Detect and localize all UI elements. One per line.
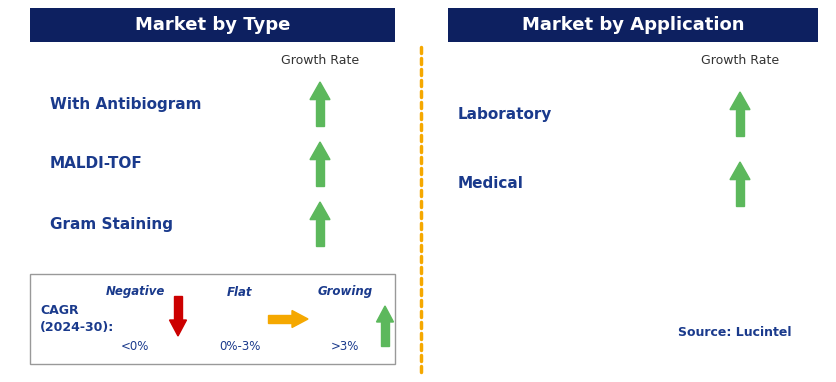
Text: Market by Application: Market by Application xyxy=(521,16,743,34)
Polygon shape xyxy=(315,220,324,246)
Polygon shape xyxy=(309,82,329,100)
Text: With Antibiogram: With Antibiogram xyxy=(50,97,201,112)
Text: Gram Staining: Gram Staining xyxy=(50,217,173,231)
Text: Market by Type: Market by Type xyxy=(135,16,290,34)
Polygon shape xyxy=(735,110,743,136)
Text: Growing: Growing xyxy=(317,285,372,298)
Polygon shape xyxy=(309,142,329,160)
Text: MALDI-TOF: MALDI-TOF xyxy=(50,157,143,172)
Polygon shape xyxy=(376,306,393,322)
Polygon shape xyxy=(729,92,749,110)
Text: Growth Rate: Growth Rate xyxy=(281,53,359,66)
FancyBboxPatch shape xyxy=(447,8,817,42)
Text: 0%-3%: 0%-3% xyxy=(219,340,260,353)
Polygon shape xyxy=(315,100,324,126)
FancyBboxPatch shape xyxy=(30,274,395,364)
Polygon shape xyxy=(315,160,324,186)
Text: Growth Rate: Growth Rate xyxy=(700,53,778,66)
Polygon shape xyxy=(729,162,749,180)
Text: Negative: Negative xyxy=(105,285,165,298)
Polygon shape xyxy=(292,311,308,327)
Text: Flat: Flat xyxy=(227,285,252,298)
Polygon shape xyxy=(268,316,292,322)
Polygon shape xyxy=(174,296,181,320)
Text: (2024-30):: (2024-30): xyxy=(40,322,114,335)
Text: <0%: <0% xyxy=(120,340,149,353)
Polygon shape xyxy=(170,320,186,336)
Text: >3%: >3% xyxy=(330,340,359,353)
Text: Laboratory: Laboratory xyxy=(457,107,552,121)
Text: Source: Lucintel: Source: Lucintel xyxy=(677,325,791,338)
Text: CAGR: CAGR xyxy=(40,304,79,317)
FancyBboxPatch shape xyxy=(30,8,395,42)
Polygon shape xyxy=(309,202,329,220)
Polygon shape xyxy=(735,180,743,206)
Polygon shape xyxy=(381,322,388,346)
Text: Medical: Medical xyxy=(457,176,523,191)
